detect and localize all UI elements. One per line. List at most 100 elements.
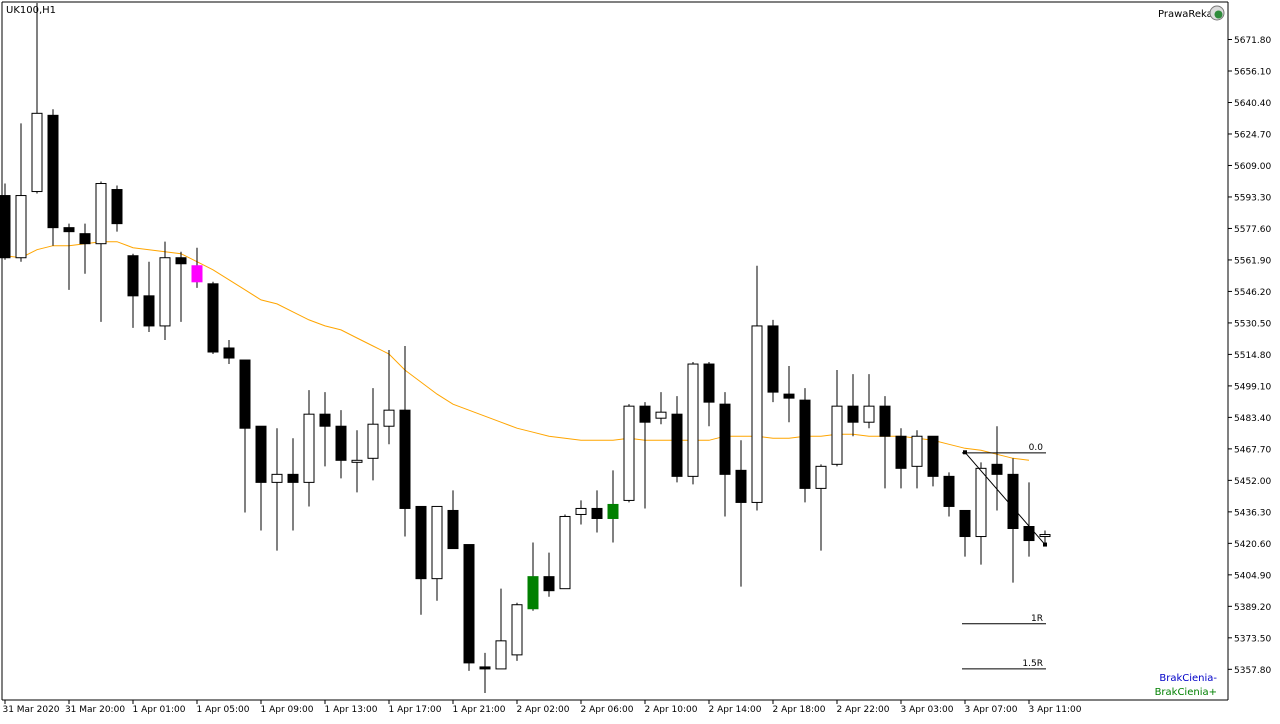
candle bbox=[479, 652, 491, 693]
indicator-label: BrakCienia+ bbox=[1155, 687, 1217, 698]
candle bbox=[559, 514, 571, 590]
candle-body bbox=[223, 347, 235, 359]
candle bbox=[31, 3, 43, 194]
time-axis: 31 Mar 2020 31 Mar 20:00 1 Apr 01:00 1 Apr … bbox=[2, 700, 1082, 715]
candle bbox=[447, 490, 459, 550]
candle bbox=[655, 392, 667, 425]
x-tick-label: 3 Apr 03:00 bbox=[901, 705, 954, 715]
symbol-label: UK100,H1 bbox=[6, 5, 56, 16]
x-tick-label: 2 Apr 06:00 bbox=[581, 705, 634, 715]
candle-body bbox=[335, 425, 347, 461]
candle-body bbox=[0, 195, 11, 259]
candle-body bbox=[495, 640, 507, 670]
candle-body bbox=[239, 359, 251, 429]
candle-body bbox=[1007, 473, 1019, 530]
candle-body bbox=[991, 463, 1003, 475]
brand-icon[interactable] bbox=[1209, 5, 1225, 21]
candle bbox=[959, 509, 971, 557]
candle bbox=[47, 109, 59, 246]
candle-body bbox=[767, 325, 779, 393]
candle bbox=[623, 404, 635, 503]
candle-body bbox=[703, 363, 715, 403]
trendline bbox=[964, 451, 1046, 545]
candle-body bbox=[671, 413, 683, 477]
candle-body bbox=[511, 604, 523, 656]
candle bbox=[687, 362, 699, 485]
candle-body bbox=[559, 515, 571, 590]
x-tick-label: 1 Apr 09:00 bbox=[261, 705, 314, 715]
trendline-handle bbox=[1043, 542, 1047, 547]
y-tick-label: 5593.30 bbox=[1234, 193, 1271, 203]
candle bbox=[751, 265, 763, 511]
y-tick-label: 5561.90 bbox=[1234, 256, 1271, 266]
y-tick-label: 5404.90 bbox=[1234, 571, 1271, 581]
candle bbox=[399, 345, 411, 537]
candle bbox=[15, 123, 27, 262]
candle-body bbox=[79, 233, 91, 245]
x-tick-label: 31 Mar 2020 bbox=[2, 705, 59, 715]
candle-body bbox=[1039, 534, 1051, 538]
candle-body bbox=[879, 405, 891, 437]
candle-body bbox=[815, 465, 827, 489]
chart-frame bbox=[1, 1, 1229, 701]
candle bbox=[591, 490, 603, 533]
candle-body bbox=[751, 325, 763, 503]
candle-body bbox=[911, 435, 923, 467]
candle bbox=[415, 505, 427, 615]
trendline-handle bbox=[963, 450, 967, 455]
candle bbox=[0, 183, 11, 260]
candle bbox=[223, 339, 235, 365]
candle-body bbox=[975, 467, 987, 538]
candle-body bbox=[847, 405, 859, 423]
candle bbox=[607, 470, 619, 543]
candle bbox=[63, 223, 75, 290]
x-tick-label: 2 Apr 10:00 bbox=[645, 705, 698, 715]
brand-label: PrawaReka bbox=[1158, 9, 1213, 20]
y-tick-label: 5436.30 bbox=[1234, 508, 1271, 518]
y-tick-label: 5656.10 bbox=[1234, 67, 1271, 77]
candle-body bbox=[159, 257, 171, 327]
moving-average-line bbox=[4, 241, 1030, 461]
candle-body bbox=[959, 509, 971, 538]
candle bbox=[927, 435, 939, 487]
candle bbox=[255, 425, 267, 531]
candle-body bbox=[687, 363, 699, 477]
candle bbox=[527, 542, 539, 611]
candle bbox=[975, 462, 987, 565]
candle-body bbox=[463, 544, 475, 664]
candle bbox=[495, 588, 507, 670]
fib-level-label: 1.5R bbox=[1022, 659, 1043, 669]
candle-body bbox=[143, 295, 155, 327]
candle-body bbox=[127, 255, 139, 297]
y-tick-label: 5577.60 bbox=[1234, 225, 1271, 235]
candle bbox=[671, 396, 683, 483]
candle bbox=[991, 426, 1003, 511]
candle-body bbox=[15, 195, 27, 259]
y-tick-label: 5420.60 bbox=[1234, 540, 1271, 550]
candle bbox=[1039, 530, 1051, 545]
x-tick-label: 2 Apr 18:00 bbox=[773, 705, 826, 715]
y-tick-label: 5609.00 bbox=[1234, 162, 1271, 172]
x-tick-label: 1 Apr 13:00 bbox=[325, 705, 378, 715]
candle-body bbox=[415, 505, 427, 580]
candle-body bbox=[351, 459, 363, 463]
candles-layer bbox=[0, 3, 1051, 693]
candle bbox=[719, 392, 731, 517]
candle bbox=[143, 261, 155, 332]
candle-body bbox=[943, 475, 955, 507]
candle bbox=[351, 430, 363, 493]
indicator-labels: BrakCienia- BrakCienia+ bbox=[1155, 673, 1218, 698]
candle bbox=[831, 370, 843, 467]
y-tick-label: 5671.80 bbox=[1234, 36, 1271, 46]
candle-body bbox=[863, 405, 875, 423]
candle bbox=[815, 464, 827, 551]
candle bbox=[543, 552, 555, 597]
candle-body bbox=[255, 425, 267, 483]
overlay-layer: 0.0 1R 1.5R bbox=[962, 443, 1047, 670]
candle bbox=[335, 410, 347, 479]
candle-body bbox=[575, 507, 587, 515]
y-tick-label: 5546.20 bbox=[1234, 288, 1271, 298]
